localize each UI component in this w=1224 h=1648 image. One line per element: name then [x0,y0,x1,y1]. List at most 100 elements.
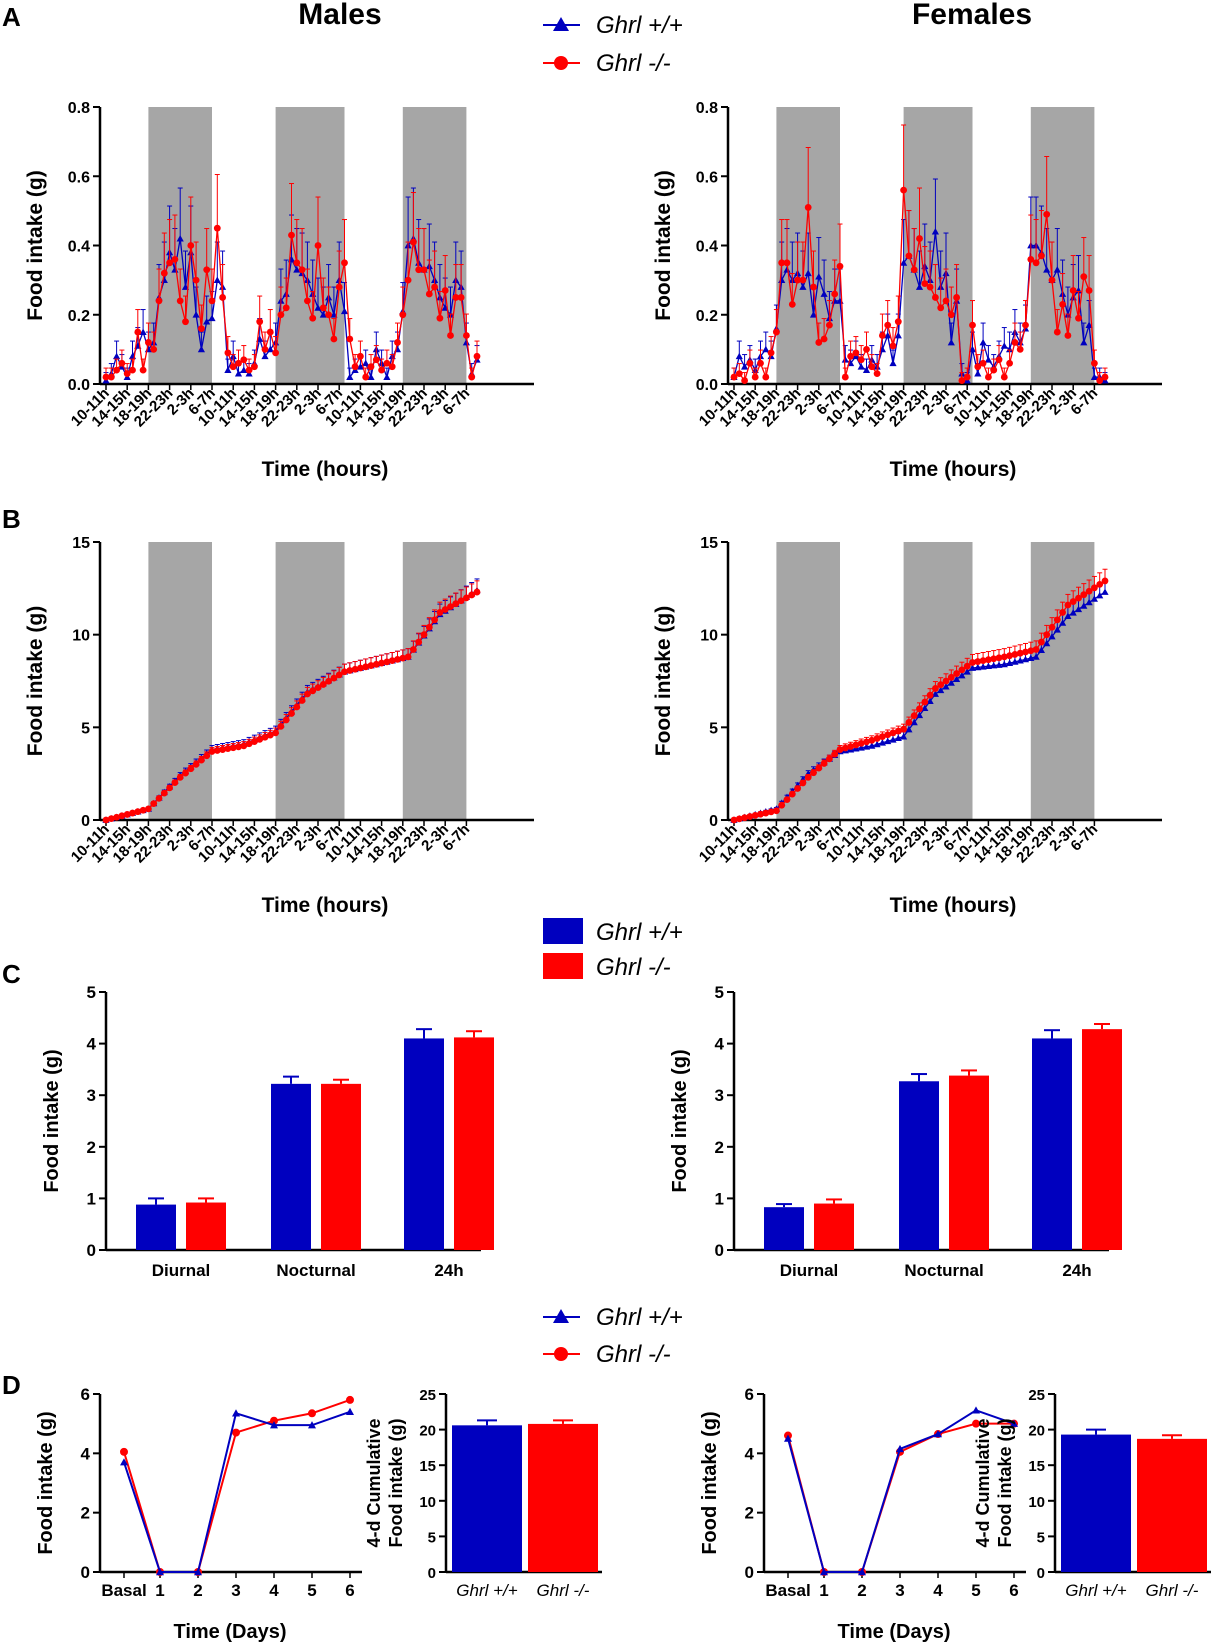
d-females-bar-ytick-label: 10 [1028,1494,1045,1511]
d-males-line-point-wt [270,1421,278,1429]
a-females-point-wt [1043,266,1051,273]
b-females-point-ko [1016,649,1024,657]
b-females-point-ko [932,685,939,692]
a-females-point-ko [958,377,966,384]
a-females-point-ko [900,186,907,194]
b-females-point-ko [820,760,828,767]
d-females-bar-ytick-label: 15 [1028,1458,1045,1475]
b-females-point-wt [1080,602,1088,609]
a-females-point-ko [1043,210,1051,218]
a-females-point-ko [826,321,833,329]
d-females-line-xtick-label: 5 [971,1581,980,1600]
a-males-point-ko [251,363,258,371]
b-males-point-ko [388,657,396,665]
d-males-bar-ytick-label: 10 [419,1494,436,1511]
d-females-line-point-wt [934,1430,942,1438]
a-males-point-ko [245,366,253,374]
d-males-bar-ytick-label: 15 [419,1458,436,1475]
b-males-point-ko [341,668,348,676]
b-males-point-ko [219,746,227,753]
a-females-point-ko [804,204,812,211]
b-males-point-ko [266,731,274,739]
a-females-point-wt [741,363,749,370]
b-males-point-ko [166,784,174,792]
d-males-line-point-wt [232,1409,240,1417]
b-females-point-ko [969,659,976,666]
c-males-bar-wt [404,1038,444,1250]
b-females-point-ko [857,739,865,747]
b-females-point-ko [794,785,801,792]
d-females-bar-bar-ko [1137,1438,1207,1572]
a-females-point-ko [1048,276,1056,284]
b-females-point-wt [857,744,865,751]
a-females-point-ko [1059,300,1066,308]
a-males-point-ko [282,304,290,312]
legend-d: Ghrl +/+ Ghrl -/- [543,1304,683,1368]
b-males-point-ko [314,684,322,692]
a-females-point-ko [921,280,929,287]
b-females-point-ko [1059,609,1066,616]
a-males-point-ko [415,266,423,274]
b-males-point-ko [282,716,290,724]
a-females-point-ko [831,290,839,298]
b-females-point-ko [990,655,998,663]
b-males-point-ko [155,794,163,802]
a-males-point-ko [203,266,211,274]
a-females-point-wt [862,366,871,374]
d-females-bar-bar-wt [1061,1434,1131,1572]
a-females-point-ko [741,377,748,384]
b-females-ytick-label: 5 [709,720,718,737]
a-females-point-ko [751,373,759,381]
a-females-point-wt [1006,345,1014,353]
c-females-ytick-label: 4 [715,1035,725,1054]
a-males-point-ko [425,290,433,298]
b-males-point-ko [399,654,407,662]
d-females-line-ytick-label: 4 [745,1444,755,1463]
b-females-point-ko [815,764,823,772]
b-females-point-ko [1085,587,1093,595]
b-females-point-ko [863,738,870,746]
b-females-point-wt [937,686,945,694]
a-females-point-ko [1027,255,1035,263]
c-females-ytick-label: 5 [715,983,724,1002]
d-females-line-xtick-label: 2 [857,1581,866,1600]
b-females-point-ko [900,725,907,733]
a-males-point-wt [319,311,327,318]
a-males-point-ko [235,359,242,367]
a-females-point-wt [799,283,807,290]
b-females-ytick-label: 0 [709,813,718,830]
b-females-point-wt [926,697,934,704]
a-females-point-wt [809,311,818,318]
a-females-point-ko [937,304,945,312]
a-males-point-ko [399,311,407,319]
b-females-point-ko [757,810,764,818]
b-males-point-ko [415,638,423,646]
d-males-line-xtick-label: 5 [307,1581,316,1600]
d-males-bar-ytick-label: 20 [419,1423,436,1440]
a-females-xlabel: Time (hours) [890,458,1017,481]
b-females-point-wt [931,690,939,697]
b-females-point-wt [990,661,998,669]
a-males-point-ko [346,335,354,343]
c-females-ytick-label: 3 [715,1086,724,1105]
b-males-point-ko [229,744,237,752]
b-males-point-ko [425,623,433,631]
a-males-point-wt [383,373,391,380]
b-females-point-wt [958,671,966,679]
a-males-point-wt [113,352,121,360]
a-males-point-ko [219,294,227,301]
a-females-point-ko [820,335,828,343]
b-females-point-ko [995,654,1003,662]
d-females-line-xtick-label: 3 [895,1581,904,1600]
b-males-point-ko [224,745,232,753]
b-females-point-wt [900,733,908,740]
a-males-point-ko [224,349,232,357]
b-females-point-ko [1011,651,1019,658]
b-females-point-ko [884,731,892,739]
b-females-point-ko [751,811,759,819]
b-males-point-ko [208,748,216,755]
a-males-ytick-label: 0.2 [68,308,90,325]
b-males-point-ko [298,697,306,704]
panel-letter-d: D [2,1370,21,1400]
